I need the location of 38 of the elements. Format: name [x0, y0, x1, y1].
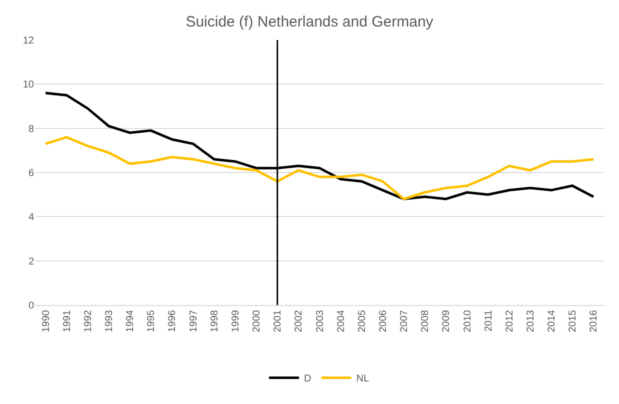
- legend-label: D: [304, 374, 312, 385]
- y-tick-label: 6: [28, 168, 34, 179]
- x-tick-label: 2002: [294, 310, 305, 332]
- y-tick-label: 12: [22, 36, 34, 46]
- x-tick-label: 1999: [230, 310, 242, 332]
- x-tick-label: 1991: [62, 310, 73, 332]
- x-tick-label: 1997: [188, 310, 200, 332]
- x-tick-label: 1994: [125, 310, 136, 332]
- x-tick-label: 2001: [272, 310, 284, 332]
- y-tick-label: 4: [28, 212, 34, 224]
- x-tick-label: 1995: [146, 310, 158, 332]
- y-tick-label: 8: [28, 124, 34, 135]
- x-tick-label: 2007: [399, 310, 410, 332]
- x-tick-label: 1996: [167, 310, 178, 332]
- x-tick-label: 2010: [462, 310, 474, 332]
- x-tick-label: 1992: [82, 310, 94, 332]
- x-tick-label: 2016: [588, 310, 600, 332]
- x-tick-label: 1993: [104, 310, 116, 332]
- x-tick-label: 2014: [546, 310, 558, 332]
- x-tick-label: 2009: [441, 310, 452, 332]
- x-tick-label: 2013: [525, 310, 536, 332]
- x-tick-label: 1990: [40, 310, 52, 332]
- x-tick-label: 1998: [209, 310, 220, 332]
- y-tick-label: 2: [28, 256, 34, 268]
- x-tick-label: 2005: [356, 310, 368, 332]
- chart-title: Suicide (f) Netherlands and Germany: [186, 14, 434, 31]
- line-series: [44, 136, 595, 200]
- x-tick-label: 2012: [504, 310, 516, 332]
- x-tick-label: 2004: [336, 310, 347, 332]
- x-tick-label: 2008: [420, 310, 432, 332]
- x-tick-label: 2015: [568, 310, 579, 332]
- x-tick-label: 2000: [252, 310, 263, 332]
- y-tick-label: 0: [28, 300, 34, 312]
- x-tick-label: 2006: [378, 310, 389, 332]
- x-tick-label: 2011: [483, 310, 494, 332]
- legend-label: NL: [356, 374, 370, 385]
- y-tick-label: 10: [22, 80, 34, 91]
- x-tick-label: 2003: [314, 310, 326, 332]
